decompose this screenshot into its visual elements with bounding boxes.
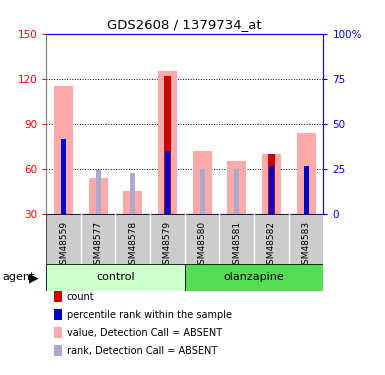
Text: GSM48577: GSM48577 — [94, 221, 103, 270]
Bar — [54, 86, 73, 214]
Bar — [61, 139, 66, 214]
Text: value, Detection Call = ABSENT: value, Detection Call = ABSENT — [67, 328, 222, 338]
Bar — [185, 264, 323, 291]
Bar — [269, 166, 274, 214]
Bar — [89, 178, 108, 214]
Bar — [200, 169, 204, 214]
Bar — [234, 169, 239, 214]
Text: GSM48580: GSM48580 — [198, 221, 207, 270]
Bar — [227, 161, 246, 214]
Text: GSM48582: GSM48582 — [267, 221, 276, 270]
Text: GSM48559: GSM48559 — [59, 221, 68, 270]
Title: GDS2608 / 1379734_at: GDS2608 / 1379734_at — [107, 18, 262, 31]
Text: rank, Detection Call = ABSENT: rank, Detection Call = ABSENT — [67, 346, 217, 355]
Bar — [158, 71, 177, 214]
Text: GSM48583: GSM48583 — [301, 221, 311, 270]
Text: count: count — [67, 292, 95, 302]
Bar — [262, 154, 281, 214]
Bar — [96, 170, 100, 214]
Bar — [164, 76, 171, 214]
Text: ▶: ▶ — [29, 271, 38, 284]
Bar — [131, 173, 135, 214]
Bar — [296, 133, 316, 214]
Text: agent: agent — [2, 273, 34, 282]
Text: control: control — [96, 273, 135, 282]
Bar — [268, 154, 275, 214]
Text: percentile rank within the sample: percentile rank within the sample — [67, 310, 232, 320]
Text: GSM48579: GSM48579 — [163, 221, 172, 270]
Bar — [46, 264, 185, 291]
Bar — [192, 151, 212, 214]
Bar — [304, 166, 308, 214]
Text: olanzapine: olanzapine — [224, 273, 285, 282]
Text: GSM48581: GSM48581 — [232, 221, 241, 270]
Bar — [123, 191, 142, 214]
Bar — [165, 151, 170, 214]
Text: GSM48578: GSM48578 — [128, 221, 137, 270]
